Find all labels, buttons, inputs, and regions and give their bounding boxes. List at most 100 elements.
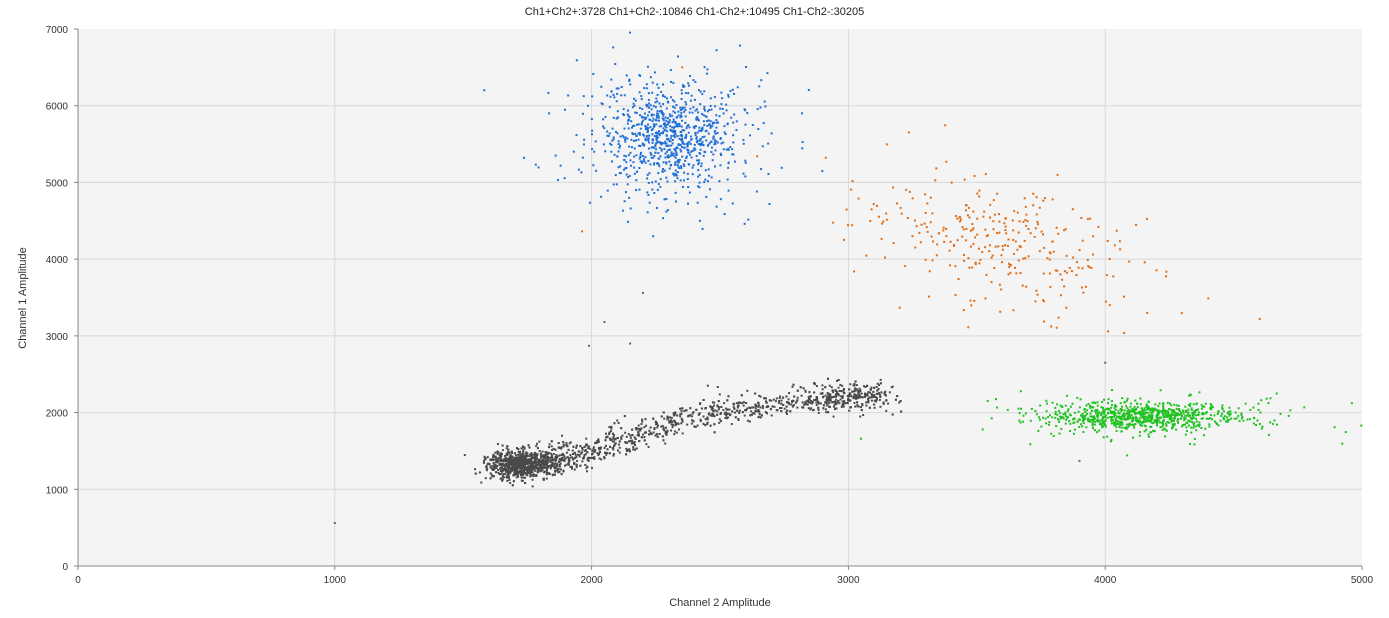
data-point-ch1negch2pos xyxy=(1143,430,1146,433)
data-point-ch1posch2neg xyxy=(617,143,620,146)
data-point-ch1negch2pos xyxy=(1093,429,1096,432)
data-point-ch1posch2neg xyxy=(644,127,647,130)
data-point-ch1posch2pos xyxy=(1064,228,1067,231)
data-point-ch1posch2neg xyxy=(624,136,627,139)
data-point-ch1negch2pos xyxy=(1080,415,1083,418)
data-point-ch1negch2neg xyxy=(515,468,518,471)
data-point-ch1negch2neg xyxy=(673,420,676,423)
data-point-ch1posch2neg xyxy=(627,114,630,117)
data-point-ch1negch2pos xyxy=(1233,417,1236,420)
data-point-ch1negch2pos xyxy=(1102,420,1105,423)
data-point-ch1negch2pos xyxy=(1020,407,1023,410)
data-point-ch1negch2pos xyxy=(1150,413,1153,416)
data-point-ch1posch2pos xyxy=(965,204,968,207)
data-point-ch1negch2neg xyxy=(884,394,887,397)
data-point-ch1negch2neg xyxy=(524,457,527,460)
data-point-ch1negch2pos xyxy=(1114,405,1117,408)
data-point-ch1negch2pos xyxy=(1333,426,1336,429)
data-point-ch1negch2neg xyxy=(807,398,810,401)
data-point-ch1posch2neg xyxy=(670,151,673,154)
data-point-ch1negch2neg xyxy=(655,423,658,426)
data-point-ch1posch2neg xyxy=(606,94,609,97)
data-point-ch1posch2neg xyxy=(681,185,684,188)
data-point-ch1posch2neg xyxy=(705,195,708,198)
data-point-ch1posch2pos xyxy=(1146,217,1149,220)
data-point-ch1posch2neg xyxy=(651,188,654,191)
data-point-ch1negch2neg xyxy=(603,457,606,460)
data-point-ch1negch2neg xyxy=(609,445,612,448)
data-point-ch1negch2neg xyxy=(529,454,532,457)
data-point-ch1negch2neg xyxy=(638,429,641,432)
data-point-ch1negch2neg xyxy=(876,382,879,385)
data-point-ch1posch2pos xyxy=(905,188,908,191)
data-point-ch1negch2neg xyxy=(863,385,866,388)
data-point-ch1negch2pos xyxy=(1172,424,1175,427)
data-point-ch1posch2pos xyxy=(1123,295,1126,298)
y-tick-label: 4000 xyxy=(46,255,69,266)
data-point-ch1negch2neg xyxy=(562,454,565,457)
data-point-ch1posch2neg xyxy=(667,121,670,124)
data-point-ch1negch2neg xyxy=(484,477,487,480)
data-point-ch1negch2neg xyxy=(613,422,616,425)
data-point-ch1posch2pos xyxy=(992,228,995,231)
data-point-ch1negch2pos xyxy=(1126,426,1129,429)
data-point-ch1posch2neg xyxy=(610,78,613,81)
data-point-ch1negch2pos xyxy=(1138,421,1141,424)
data-point-ch1negch2neg xyxy=(497,472,500,475)
data-point-ch1negch2neg xyxy=(549,464,552,467)
data-point-ch1negch2neg xyxy=(581,460,584,463)
data-point-ch1negch2neg xyxy=(631,434,634,437)
data-point-ch1negch2pos xyxy=(1092,406,1095,409)
data-point-ch1posch2pos xyxy=(992,199,995,202)
data-point-ch1posch2neg xyxy=(643,160,646,163)
data-point-ch1negch2pos xyxy=(1151,411,1154,414)
data-point-ch1negch2neg xyxy=(849,406,852,409)
data-point-ch1negch2neg xyxy=(535,466,538,469)
data-point-ch1posch2neg xyxy=(647,194,650,197)
data-point-ch1negch2neg xyxy=(807,400,810,403)
data-point-ch1negch2neg xyxy=(520,479,523,482)
data-point-ch1posch2pos xyxy=(900,212,903,215)
data-point-ch1negch2neg xyxy=(864,385,867,388)
data-point-ch1negch2pos xyxy=(1172,419,1175,422)
data-point-ch1negch2neg xyxy=(628,448,631,451)
data-point-ch1negch2neg xyxy=(803,403,806,406)
data-point-ch1posch2pos xyxy=(1107,330,1110,333)
data-point-ch1posch2neg xyxy=(601,103,604,106)
data-point-ch1negch2neg xyxy=(759,416,762,419)
data-point-ch1negch2pos xyxy=(1050,432,1053,435)
data-point-ch1negch2pos xyxy=(1101,417,1104,420)
data-point-ch1negch2neg xyxy=(593,457,596,460)
data-point-ch1negch2neg xyxy=(521,472,524,475)
data-point-ch1negch2pos xyxy=(1081,420,1084,423)
data-point-ch1negch2neg xyxy=(562,445,565,448)
data-point-ch1posch2pos xyxy=(1012,238,1015,241)
data-point-ch1negch2neg xyxy=(502,472,505,475)
data-point-ch1posch2neg xyxy=(716,132,719,135)
data-point-ch1negch2neg xyxy=(515,462,518,465)
data-point-ch1posch2neg xyxy=(662,114,665,117)
data-point-ch1posch2pos xyxy=(1004,229,1007,232)
data-point-ch1negch2neg xyxy=(793,395,796,398)
data-point-ch1negch2pos xyxy=(1260,427,1263,430)
data-point-ch1negch2neg xyxy=(898,401,901,404)
data-point-ch1posch2neg xyxy=(648,102,651,105)
data-point-ch1negch2neg xyxy=(508,459,511,462)
data-point-ch1negch2neg xyxy=(870,386,873,389)
data-point-ch1posch2neg xyxy=(652,125,655,128)
data-point-ch1negch2neg xyxy=(835,393,838,396)
data-point-ch1posch2neg xyxy=(649,163,652,166)
data-point-ch1posch2pos xyxy=(1027,255,1030,258)
data-point-ch1negch2neg xyxy=(581,447,584,450)
data-point-ch1posch2neg xyxy=(572,150,575,153)
data-point-ch1posch2neg xyxy=(619,165,622,168)
data-point-ch1posch2neg xyxy=(640,95,643,98)
data-point-ch1negch2neg xyxy=(696,424,699,427)
data-point-ch1negch2neg xyxy=(812,409,815,412)
data-point-ch1posch2neg xyxy=(674,120,677,123)
data-point-ch1negch2pos xyxy=(1081,412,1084,415)
data-point-ch1posch2neg xyxy=(688,74,691,77)
data-point-ch1posch2pos xyxy=(979,258,982,261)
data-point-ch1negch2neg xyxy=(586,465,589,468)
data-point-ch1negch2pos xyxy=(1086,412,1089,415)
